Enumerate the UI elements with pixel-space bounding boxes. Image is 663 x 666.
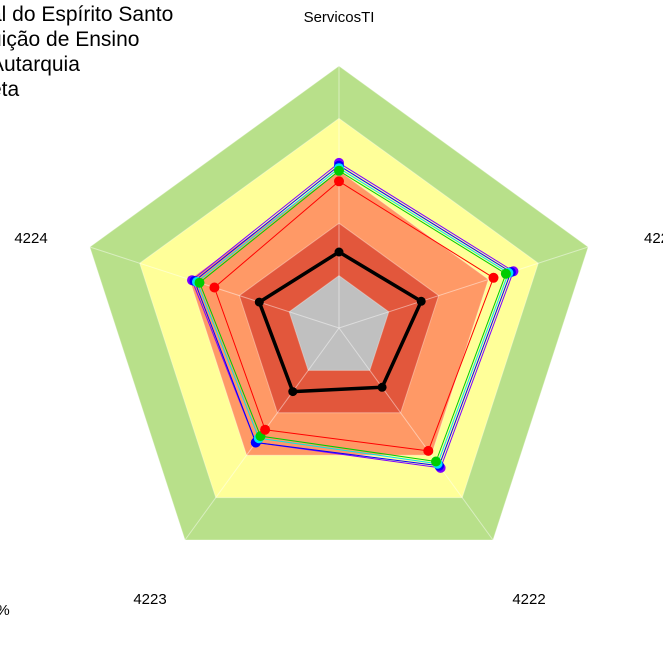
ring-outline	[139, 117, 539, 499]
series-line	[199, 170, 507, 462]
axis-label: ServicosTI	[304, 9, 375, 26]
series-point	[209, 282, 220, 293]
axis-label: 4224	[14, 230, 47, 247]
series-point	[377, 382, 387, 392]
series-point	[288, 387, 298, 397]
legend-entry: al do Espírito Santo	[0, 3, 174, 26]
ring-outline	[288, 274, 390, 371]
series-point	[334, 165, 344, 176]
legend-entry: uição de Ensino	[0, 28, 140, 51]
ring-outline	[238, 222, 440, 414]
rating-ring-core	[289, 275, 389, 371]
series-line	[257, 250, 423, 394]
series-line	[213, 180, 494, 452]
series-line	[194, 165, 512, 467]
legend-entry: Autarquia	[0, 53, 80, 76]
ring-outline	[89, 65, 589, 541]
series-point	[416, 296, 426, 306]
axis-spoke	[338, 246, 589, 329]
axis-label: 4221	[644, 230, 663, 247]
legend: al do Espírito Santo uição de Ensino Aut…	[0, 2, 173, 102]
series-point	[334, 247, 344, 257]
axis-label: 4223	[133, 591, 166, 608]
series-point	[431, 456, 441, 467]
series-point	[488, 272, 499, 283]
series-point	[423, 445, 434, 456]
series-line	[196, 167, 509, 465]
series-point	[260, 424, 271, 435]
axis-label: 4222	[512, 591, 545, 608]
series-point	[334, 176, 344, 187]
axis-spoke	[338, 327, 494, 541]
ring-outline	[188, 170, 490, 456]
series-point	[254, 297, 264, 307]
series-point	[194, 277, 205, 288]
note-text: 9%	[0, 602, 10, 619]
series-line	[191, 162, 514, 469]
axis-labels: ServicosTI 4221 4222 4223 4224	[14, 9, 663, 608]
legend-entry: eta	[0, 78, 20, 101]
series-point	[500, 268, 511, 279]
series-layer	[187, 157, 519, 473]
rating-rings	[89, 65, 589, 541]
